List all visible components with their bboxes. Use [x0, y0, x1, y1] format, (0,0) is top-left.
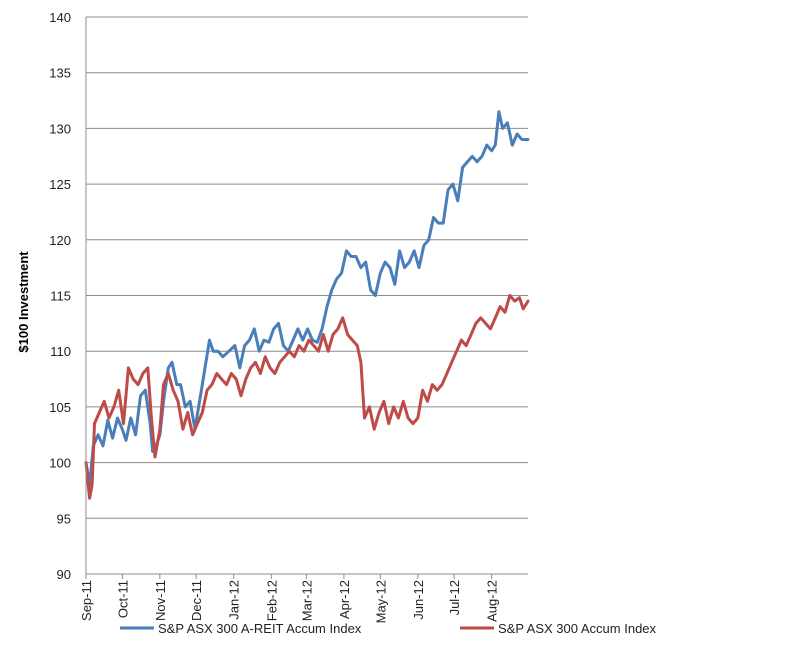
axes [86, 17, 528, 579]
y-tick-label: 95 [57, 511, 71, 526]
legend-label: S&P ASX 300 Accum Index [498, 621, 657, 636]
x-tick-label: Oct-11 [115, 580, 130, 618]
x-tick-label: Feb-12 [264, 580, 279, 621]
x-tick-label: Nov-11 [153, 580, 168, 621]
y-tick-label: 100 [49, 456, 71, 471]
y-tick-label: 135 [49, 66, 71, 81]
x-tick-label: Jan-12 [227, 580, 242, 620]
legend-label: S&P ASX 300 A-REIT Accum Index [158, 621, 362, 636]
x-tick-label: Mar-12 [299, 580, 314, 621]
x-tick-label: Jun-12 [411, 580, 426, 620]
y-tick-label: 115 [50, 289, 71, 304]
x-tick-label: May-12 [373, 580, 388, 623]
y-axis-title: $100 Investment [16, 251, 31, 353]
y-tick-label: 105 [49, 400, 71, 415]
x-tick-label: Jul-12 [447, 580, 462, 615]
y-tick-label: 125 [49, 177, 71, 192]
y-tick-label: 110 [50, 344, 71, 359]
x-tick-label: Aug-12 [485, 580, 500, 622]
series-layer [86, 112, 528, 499]
x-tick-label: Apr-12 [337, 580, 352, 619]
x-tick-label: Sep-11 [79, 580, 94, 621]
y-tick-label: 120 [49, 233, 71, 248]
y-tick-labels: 90 95 100 105 110 115 120 125 130 135 140 [49, 10, 71, 582]
y-tick-label: 90 [57, 567, 71, 582]
x-tick-label: Dec-11 [189, 580, 204, 621]
y-tick-label: 130 [49, 121, 71, 136]
y-tick-label: 140 [49, 10, 71, 25]
x-tick-labels: Sep-11 Oct-11 Nov-11 Dec-11 Jan-12 Feb-12 Mar-… [79, 580, 500, 623]
series-line-asx300 [86, 296, 528, 499]
